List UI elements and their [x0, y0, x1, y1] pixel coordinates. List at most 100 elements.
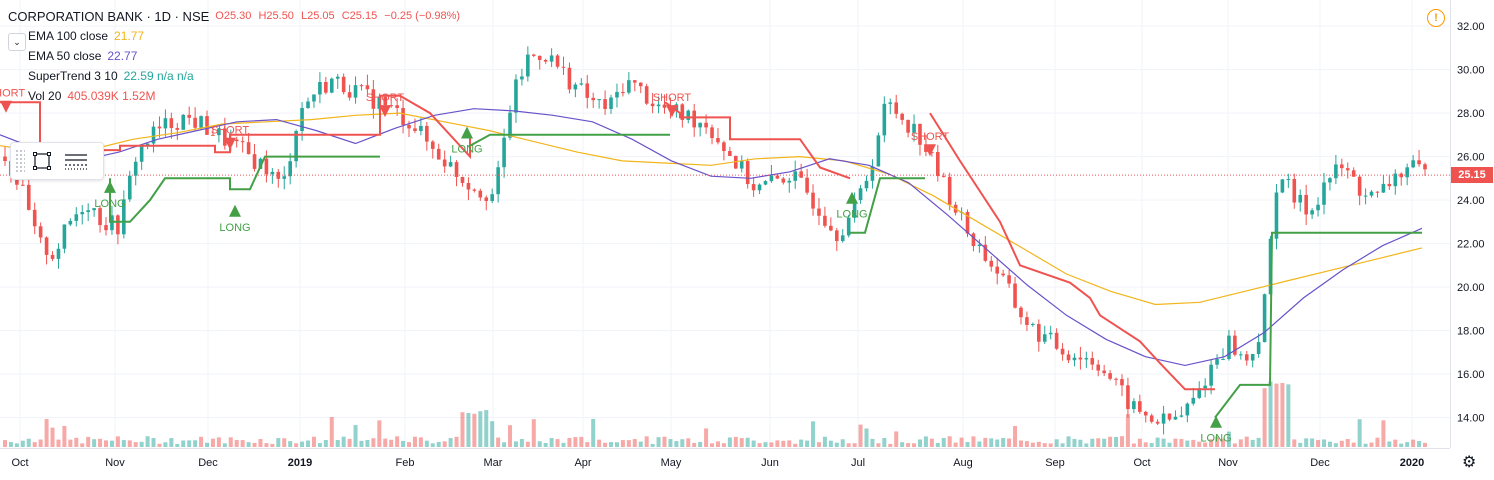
volume-bar — [1310, 438, 1315, 447]
candle-body — [1274, 192, 1279, 239]
volume-bar — [395, 436, 400, 447]
volume-bar — [347, 438, 352, 447]
volume-bar — [614, 442, 619, 447]
candle-body — [1096, 364, 1101, 371]
volume-bar — [1191, 439, 1196, 447]
volume-bar — [466, 412, 471, 447]
volume-bar — [727, 437, 732, 447]
candle-body — [1393, 173, 1398, 187]
long-signal-arrow — [461, 126, 473, 139]
alert-icon[interactable]: ! — [1427, 9, 1445, 27]
candle-body — [3, 156, 7, 162]
volume-bar — [133, 442, 138, 447]
price-chart[interactable]: SHORT LONG SHORT LONG SHORT LONG SHORT LONG SHOR… — [0, 0, 1450, 448]
candle-body — [692, 110, 697, 128]
candle-body — [971, 233, 976, 247]
chart-pane[interactable]: SHORT LONG SHORT LONG SHORT LONG SHORT LONG SHOR… — [0, 0, 1450, 448]
volume-bar — [1197, 441, 1202, 447]
volume-bar — [276, 438, 281, 447]
volume-bar — [490, 421, 495, 447]
candle-body — [1066, 354, 1071, 361]
indicator-ema50[interactable]: EMA 50 close 22.77 — [28, 46, 464, 66]
candle-body — [520, 76, 524, 80]
volume-bar — [1351, 442, 1356, 447]
candle-body — [1244, 354, 1249, 361]
candle-body — [1084, 358, 1089, 360]
volume-bar — [638, 441, 643, 447]
volume-bar — [710, 443, 715, 447]
volume-bar — [246, 442, 251, 447]
volume-bar — [109, 440, 114, 447]
short-signal-label: SHORT — [211, 125, 250, 137]
candle-body — [1179, 415, 1184, 417]
candle-body — [514, 79, 518, 113]
volume-bar — [1333, 443, 1338, 447]
volume-bar — [733, 436, 738, 447]
rectangle-tool-button[interactable] — [25, 146, 59, 176]
candle-body — [811, 192, 815, 209]
volume-bar — [478, 411, 483, 447]
volume-bar — [508, 425, 513, 447]
volume-bar — [193, 440, 198, 447]
time-axis[interactable]: Oct Nov Dec 2019 Feb Mar Apr May Jun Jul Aug Sep Oct… — [0, 448, 1450, 475]
volume-bar — [632, 439, 637, 447]
volume-bar — [365, 439, 370, 447]
close-value: C25.15 — [341, 10, 378, 22]
time-tick-label: Mar — [484, 457, 503, 469]
time-tick-label: Jul — [851, 457, 865, 469]
candle-body — [585, 83, 590, 98]
candle-body — [318, 82, 322, 95]
symbol-title[interactable]: CORPORATION BANK · 1D · NSE — [8, 8, 210, 24]
candle-body — [282, 176, 287, 179]
volume-bar — [98, 438, 103, 447]
candle-body — [561, 66, 566, 68]
indicator-volume[interactable]: Vol 20 405.039K 1.52M — [28, 86, 464, 106]
long-signal-label: LONG — [219, 222, 250, 234]
volume-bar — [900, 442, 905, 447]
candle-body — [597, 99, 601, 101]
volume-bar — [1357, 419, 1362, 447]
volume-bar — [680, 439, 685, 447]
candle-body — [347, 92, 352, 98]
volume-bar — [513, 441, 518, 447]
candle-body — [775, 175, 780, 179]
volume-bar — [715, 441, 720, 447]
volume-bar — [1316, 439, 1321, 447]
candle-body — [1227, 335, 1231, 360]
volume-bar — [222, 443, 227, 447]
short-signal-label: SHORT — [653, 92, 692, 104]
candle-body — [1013, 283, 1017, 308]
drag-handle-icon[interactable] — [15, 149, 25, 173]
time-tick-label: 2020 — [1400, 457, 1424, 469]
candle-body — [1280, 179, 1285, 193]
indicator-supertrend[interactable]: SuperTrend 3 10 22.59 n/a n/a — [28, 66, 464, 86]
volume-bar — [1036, 441, 1041, 447]
volume-bar — [121, 440, 126, 447]
rectangle-icon — [33, 152, 51, 170]
candle-body — [805, 177, 809, 193]
drawing-toolbar[interactable] — [10, 142, 104, 180]
volume-bar — [935, 442, 940, 447]
candle-body — [1357, 176, 1362, 196]
volume-bar — [68, 439, 73, 447]
volume-bar — [591, 419, 596, 447]
price-axis[interactable]: 32.00 30.00 28.00 26.00 24.00 22.00 20.00 18.00… — [1450, 0, 1494, 448]
short-signal-arrow — [924, 144, 936, 157]
gear-icon[interactable]: ⚙ — [1462, 454, 1477, 471]
volume-bar — [383, 438, 388, 447]
short-signal-label: SHORT — [0, 88, 25, 100]
volume-bar — [585, 442, 590, 447]
indicator-label: EMA 50 close — [28, 49, 102, 63]
candle-body — [359, 85, 364, 87]
chevron-down-icon[interactable]: ⌄ — [8, 33, 26, 51]
candle-body — [1108, 373, 1112, 379]
indicator-ema100[interactable]: EMA 100 close 21.77 — [28, 26, 464, 46]
volume-bar — [579, 436, 584, 447]
volume-bar — [1226, 431, 1231, 447]
legend-symbol-row[interactable]: CORPORATION BANK · 1D · NSE O25.30 H25.5… — [8, 6, 464, 26]
volume-bar — [1399, 443, 1404, 447]
line-style-button[interactable] — [59, 146, 93, 176]
candle-body — [728, 151, 732, 156]
volume-bar — [115, 436, 120, 447]
volume-bar — [294, 443, 299, 447]
